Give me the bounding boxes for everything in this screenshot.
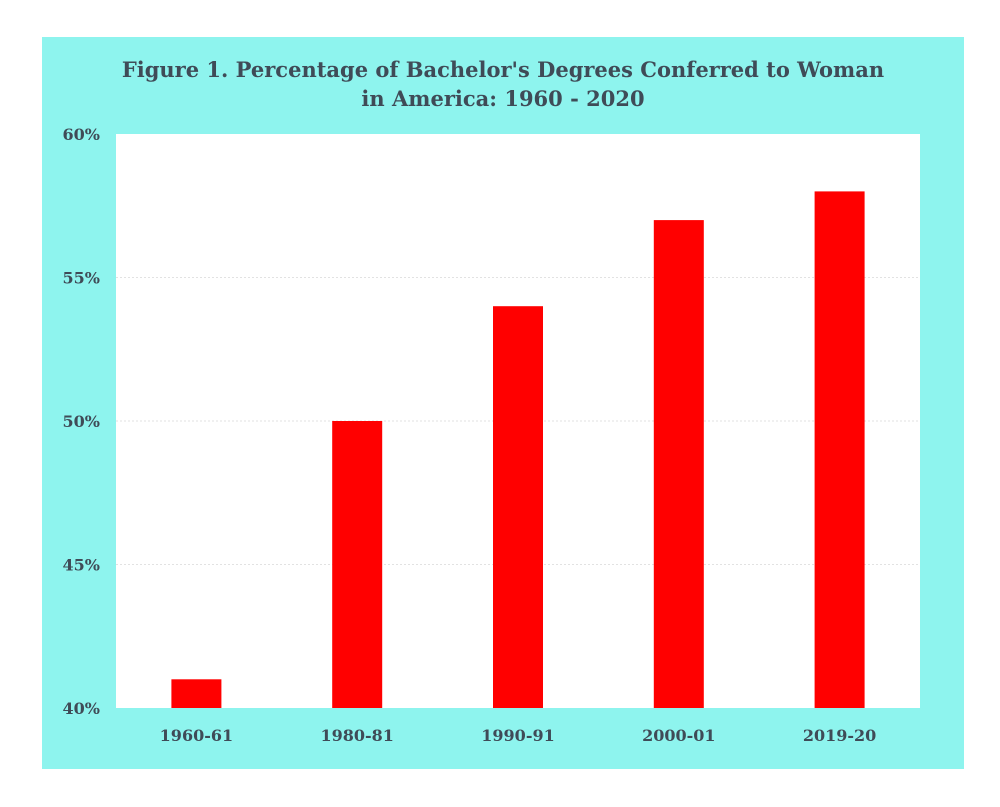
- y-tick-label: 40%: [63, 699, 100, 718]
- x-tick-label: 1980-81: [320, 726, 393, 745]
- x-tick-label: 1990-91: [481, 726, 554, 745]
- bar: [493, 306, 543, 708]
- bar: [814, 191, 865, 708]
- bar: [332, 421, 383, 708]
- y-tick-label: 55%: [63, 269, 100, 288]
- chart-title-line-2: in America: 1960 - 2020: [361, 86, 645, 111]
- chart-title-line-1: Figure 1. Percentage of Bachelor's Degre…: [121, 57, 885, 82]
- x-tick-label: 2019-20: [803, 726, 876, 745]
- bar: [171, 679, 222, 708]
- x-tick-label: 2000-01: [642, 726, 715, 745]
- chart-title: Figure 1. Percentage of Bachelor's Degre…: [42, 55, 964, 113]
- x-tick-label: 1960-61: [160, 726, 233, 745]
- bar: [653, 220, 704, 708]
- bar-chart: 40% 45% 50% 55% 60% 1960-61 1980-81 1990-91 2000…: [63, 125, 920, 745]
- y-tick-label: 50%: [63, 412, 100, 431]
- y-tick-label: 60%: [63, 125, 100, 144]
- chart-frame: Figure 1. Percentage of Bachelor's Degre…: [42, 37, 964, 769]
- y-tick-label: 45%: [63, 556, 100, 575]
